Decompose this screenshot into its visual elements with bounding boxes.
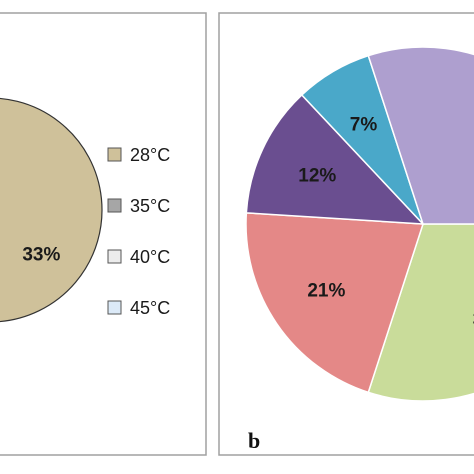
pie-a-slice-0	[0, 97, 103, 323]
pie-chart-b: 30% 21% 12% 7%	[245, 46, 474, 402]
legend-a-label-0: 28°C	[130, 145, 170, 165]
legend-a-swatch-0	[107, 147, 122, 162]
pie-b-slice-label-2: 12%	[298, 165, 336, 186]
legend-a-label-3: 45°C	[130, 298, 170, 318]
legend-a-swatch-2	[107, 249, 122, 264]
pie-a-slice-label-0: 33%	[22, 244, 60, 265]
pie-chart-a: 33%	[0, 97, 103, 323]
legend-a-label-2: 40°C	[130, 247, 170, 267]
pie-b-slice-label-0: 30%	[473, 310, 474, 331]
legend-a-label-1: 35°C	[130, 196, 170, 216]
legend-a: 28°C 35°C 40°C 45°C	[107, 145, 170, 318]
legend-a-swatch-1	[107, 198, 122, 213]
pie-b-slice-2	[245, 93, 425, 225]
panel-b-letter: b	[248, 428, 260, 453]
pie-b-slice-label-3: 7%	[350, 114, 378, 135]
pie-b-slice-1	[245, 212, 425, 394]
pie-b-slice-4	[367, 46, 474, 225]
legend-a-swatch-3	[107, 300, 122, 315]
pie-b-slice-label-1: 21%	[307, 281, 345, 302]
pie-b-slice-0	[367, 223, 474, 402]
